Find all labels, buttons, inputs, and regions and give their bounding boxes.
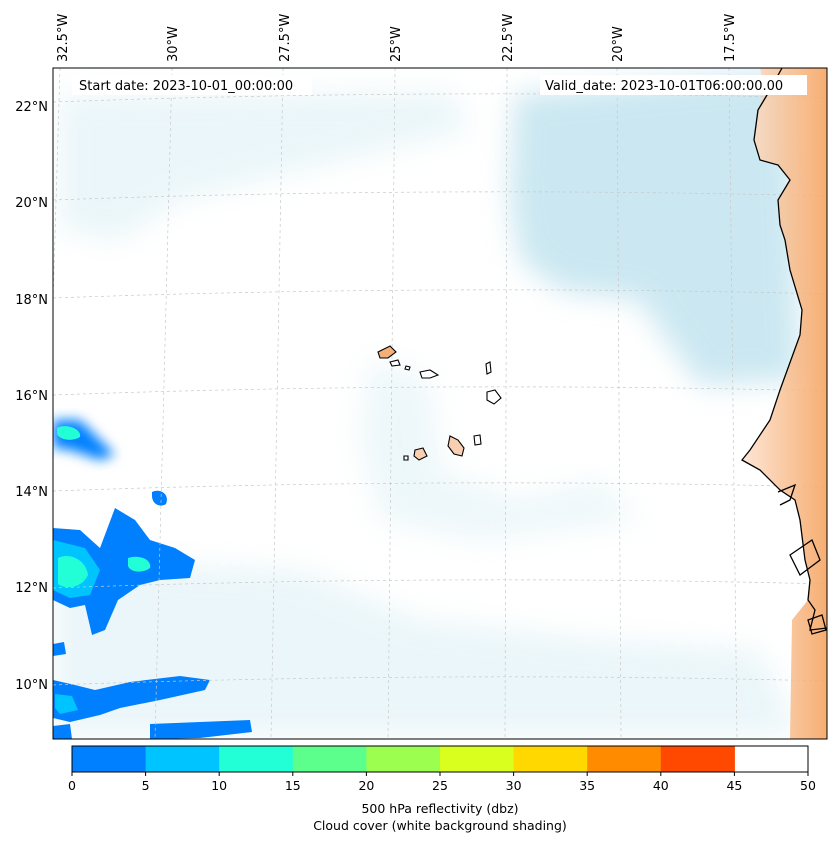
island-maio [473, 434, 482, 446]
colorbar-tick-label-50: 50 [800, 778, 816, 793]
west-africa-land [741, 68, 827, 739]
colorbar-segment-4 [366, 746, 441, 772]
colorbar-segment-0 [72, 746, 147, 772]
gridline-lat-22 [53, 93, 827, 103]
gridline-lon-17-5 [728, 68, 738, 739]
gridline-lat-16 [53, 386, 827, 396]
reflectivity-blob-12n-core [58, 555, 88, 588]
lon-label-32-5w: 32.5°W [56, 14, 71, 62]
gridline-lon-30 [154, 68, 173, 739]
map-panel: Start date: 2023-10-01_00:00:00 Valid_da… [52, 67, 828, 740]
lat-label-20n: 20°N [15, 196, 48, 211]
valid-date-box [540, 75, 807, 95]
colorbar-segment-8 [660, 746, 735, 772]
colorbar-label-cloud-cover: Cloud cover (white background shading) [313, 818, 567, 833]
start-date-box [72, 75, 312, 95]
map-gridlines [53, 68, 827, 739]
reflectivity-blob-15n-core [57, 426, 81, 440]
reflectivity-blob-11n [53, 642, 66, 656]
reflectivity-blob-10n [53, 676, 210, 722]
island-brava [403, 455, 409, 461]
lat-label-12n: 12°N [15, 581, 48, 596]
lon-label-25w: 25°W [389, 26, 404, 62]
lat-label-10n: 10°N [15, 678, 48, 693]
reflectivity-blob-9n-west [53, 724, 72, 739]
lon-label-27-5w: 27.5°W [278, 14, 293, 62]
start-date-text: Start date: 2023-10-01_00:00:00 [79, 79, 293, 94]
bijagos-islands [807, 614, 827, 635]
colorbar-segment-5 [440, 746, 515, 772]
lat-label-22n: 22°N [15, 100, 48, 115]
colorbar-tick-label-30: 30 [506, 778, 522, 793]
island-sao-vicente [389, 359, 401, 367]
west-africa-landmass [742, 68, 827, 739]
gridline-lat-20 [53, 191, 827, 201]
west-africa-coastline [741, 68, 827, 631]
reflectivity-shading [53, 420, 252, 739]
colorbar-segment-7 [587, 746, 662, 772]
colorbar-segment-1 [145, 746, 220, 772]
island-santo-antao [377, 345, 397, 359]
colorbar-tick-label-0: 0 [68, 778, 76, 793]
valid-date-annotation: Valid_date: 2023-10-01T06:00:00.00 [540, 75, 807, 95]
reflectivity-blob-9n [150, 720, 252, 739]
latitude-labels: 22°N 20°N 18°N 16°N 14°N 12°N 10°N [15, 100, 48, 693]
colorbar-segment-3 [292, 746, 367, 772]
map-frame [52, 67, 828, 740]
colorbar-segment-2 [219, 746, 294, 772]
reflectivity-blob-13n [152, 490, 167, 506]
lon-label-22-5w: 22.5°W [501, 14, 516, 62]
lat-label-18n: 18°N [15, 293, 48, 308]
colorbar-tick-label-5: 5 [142, 778, 150, 793]
colorbar-tick-label-45: 45 [726, 778, 742, 793]
island-boa-vista [486, 389, 502, 405]
colorbar-segment-6 [513, 746, 588, 772]
cloud-region-north [60, 92, 470, 240]
colorbar-tick-label-15: 15 [285, 778, 301, 793]
colorbar-segments [72, 746, 735, 772]
cape-verde-islands [377, 345, 502, 461]
colorbar: 0 5 10 15 20 25 30 35 40 45 50 500 hPa reflectivit… [68, 745, 816, 833]
gridline-lon-22-5 [504, 68, 508, 739]
reflectivity-blob-10n-mid [55, 694, 78, 714]
cloud-cover-shading [55, 70, 800, 735]
island-sal [485, 361, 492, 375]
gridline-lon-27-5 [270, 68, 284, 739]
cloud-region-southwest [55, 560, 800, 735]
start-date-annotation: Start date: 2023-10-01_00:00:00 [72, 75, 312, 95]
colorbar-tick-label-10: 10 [211, 778, 227, 793]
reflectivity-blob-12n-east-core [128, 556, 151, 572]
valid-date-text: Valid_date: 2023-10-01T06:00:00.00 [545, 79, 783, 94]
gridline-lon-25 [387, 68, 396, 739]
colorbar-tick-label-25: 25 [432, 778, 448, 793]
colorbar-ticks: 0 5 10 15 20 25 30 35 40 45 50 [68, 772, 816, 793]
gridline-lat-14 [53, 482, 827, 492]
colorbar-tick-label-40: 40 [653, 778, 669, 793]
gridline-lat-18 [53, 289, 827, 299]
colorbar-tick-label-20: 20 [358, 778, 374, 793]
lon-label-30w: 30°W [166, 26, 181, 62]
island-santiago [447, 435, 465, 457]
lat-label-16n: 16°N [15, 389, 48, 404]
lon-label-20w: 20°W [611, 26, 626, 62]
cloud-region-center [360, 360, 640, 540]
island-sao-nicolau [419, 369, 440, 379]
gridline-lat-10 [53, 676, 827, 686]
lon-label-17-5w: 17.5°W [723, 14, 738, 62]
colorbar-label-reflectivity: 500 hPa reflectivity (dbz) [361, 801, 518, 816]
lat-label-14n: 14°N [15, 485, 48, 500]
gridline-lon-20 [616, 68, 622, 739]
cloud-region-northeast [510, 70, 800, 385]
gambia-border [777, 483, 797, 506]
reflectivity-blob-12n [53, 508, 195, 635]
gridline-lat-12 [53, 579, 827, 589]
island-fogo [413, 447, 428, 461]
colorbar-tick-label-35: 35 [579, 778, 595, 793]
longitude-labels: 32.5°W 30°W 27.5°W 25°W 22.5°W 20°W 17.5… [56, 14, 738, 62]
island-santa-luzia [404, 365, 411, 371]
guinea-bissau-coast [789, 539, 821, 576]
